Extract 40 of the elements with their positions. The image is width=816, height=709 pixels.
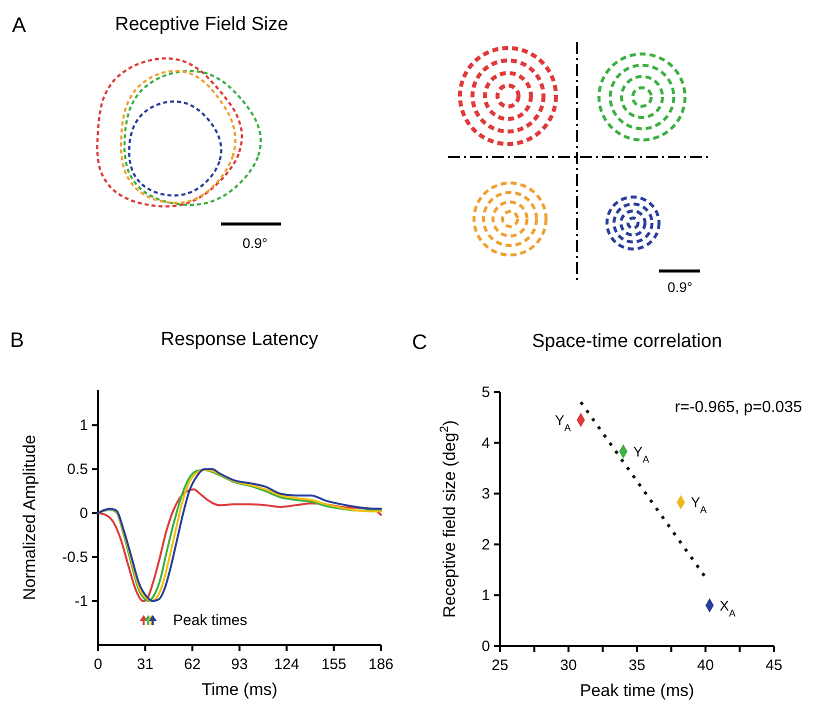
text: B <box>10 329 24 352</box>
text: A <box>12 14 26 37</box>
y-tick-label: -1 <box>74 593 88 610</box>
y-tick-label: 5 <box>482 384 490 401</box>
x-tick-label: 155 <box>321 656 346 673</box>
x-tick-label: 40 <box>697 657 714 674</box>
y-tick-label: 3 <box>482 486 490 503</box>
series-label: X$_{A}$ <box>720 597 736 619</box>
x-tick-label: 45 <box>766 657 782 674</box>
x-tick-label: 124 <box>274 656 300 673</box>
x-tick-label: 25 <box>492 657 508 674</box>
chart-title: Response Latency <box>160 329 319 350</box>
text: C <box>412 331 428 354</box>
y-tick-label: 0 <box>482 638 490 655</box>
x-tick-label: 93 <box>231 656 248 673</box>
series-label: Y$_{A}$ <box>690 494 708 516</box>
text: 0.9° <box>667 279 693 295</box>
x-tick-label: 35 <box>628 657 646 674</box>
x-tick-label: 31 <box>136 656 154 673</box>
y-tick-label: -0.5 <box>62 549 88 566</box>
text: 0.9° <box>242 235 268 251</box>
y-tick-label: 1 <box>482 587 490 604</box>
annotation: r=-0.965, p=0.035 <box>674 399 802 416</box>
x-axis-title: Time (ms) <box>202 680 278 699</box>
series-label: Y$_{A}$ <box>633 443 650 465</box>
y-tick-label: 1 <box>80 417 88 434</box>
annotation: Peak times <box>173 612 248 629</box>
y-tick-label: 2 <box>482 536 490 554</box>
x-tick-label: 0 <box>94 656 102 673</box>
text: Receptive Field Size <box>115 14 288 35</box>
y-tick-label: 0 <box>80 505 88 522</box>
y-tick-label: 4 <box>482 434 490 452</box>
y-axis-title: Normalized Amplitude <box>20 434 39 600</box>
x-tick-label: 62 <box>184 656 201 673</box>
chart-title: Space-time correlation <box>532 331 722 352</box>
x-tick-label: 186 <box>368 656 394 673</box>
x-axis-title: Peak time (ms) <box>580 681 694 700</box>
series-label: Y$_{A}$ <box>554 412 572 434</box>
x-tick-label: 30 <box>560 657 577 674</box>
y-tick-label: 0.5 <box>67 461 88 478</box>
